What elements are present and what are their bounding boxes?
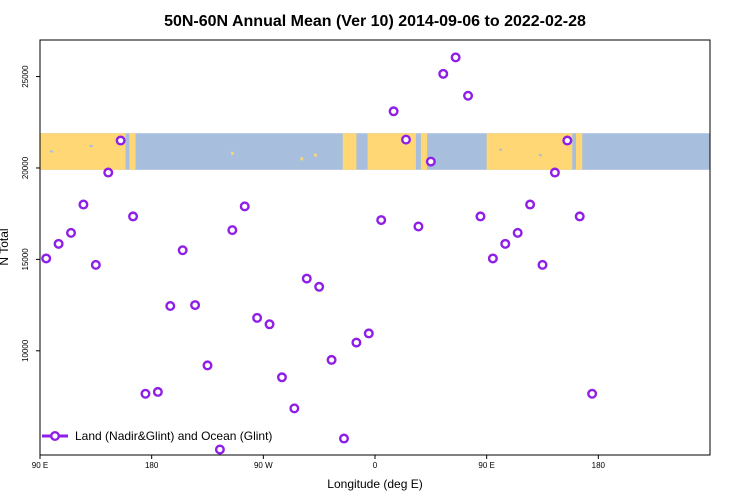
data-point xyxy=(438,68,449,79)
data-point xyxy=(450,52,461,63)
map-inlet xyxy=(499,148,503,151)
data-point xyxy=(41,253,52,264)
data-point xyxy=(66,227,77,238)
data-point xyxy=(512,227,523,238)
data-point xyxy=(103,167,114,178)
x-tick-label: 90 E xyxy=(32,461,48,470)
data-point xyxy=(152,386,163,397)
data-point xyxy=(264,319,275,330)
data-point xyxy=(165,301,176,312)
data-point xyxy=(475,211,486,222)
data-point xyxy=(525,199,536,210)
data-point xyxy=(276,372,287,383)
data-point xyxy=(537,259,548,270)
map-inlet xyxy=(538,154,542,157)
data-point xyxy=(574,211,585,222)
legend: Land (Nadir&Glint) and Ocean (Glint) xyxy=(42,429,272,443)
map-land xyxy=(576,133,583,170)
data-point xyxy=(190,300,201,311)
data-point xyxy=(314,281,325,292)
data-point xyxy=(500,238,511,249)
data-point xyxy=(53,238,64,249)
map-land xyxy=(486,133,573,170)
y-tick-label: 10000 xyxy=(21,339,30,362)
plot-frame xyxy=(39,39,711,456)
x-tick-label: 90 W xyxy=(254,461,273,470)
data-point xyxy=(202,360,213,371)
data-point xyxy=(388,106,399,117)
y-axis-label: N Total xyxy=(0,228,11,265)
data-point xyxy=(549,167,560,178)
x-axis-label: Longitude (deg E) xyxy=(327,477,422,491)
data-point xyxy=(115,135,126,146)
data-point xyxy=(214,444,225,455)
data-point xyxy=(128,211,139,222)
map-land xyxy=(420,133,428,170)
data-point xyxy=(289,403,300,414)
data-point xyxy=(301,273,312,284)
data-point xyxy=(239,201,250,212)
data-point xyxy=(376,215,387,226)
x-axis: 90 E 180 90 W 0 90 E 180 xyxy=(32,455,606,470)
data-point xyxy=(252,312,263,323)
x-tick-label: 90 E xyxy=(478,461,494,470)
x-tick-label: 0 xyxy=(373,461,378,470)
chart-title: 50N-60N Annual Mean (Ver 10) 2014-09-06 … xyxy=(164,13,586,30)
data-point xyxy=(401,134,412,145)
data-point xyxy=(140,388,151,399)
data-point xyxy=(413,221,424,232)
map-band xyxy=(40,133,710,170)
map-island xyxy=(352,146,356,150)
data-point xyxy=(326,354,337,365)
map-island xyxy=(557,153,560,157)
map-inlet xyxy=(89,145,93,148)
data-point xyxy=(463,90,474,101)
y-tick-label: 20000 xyxy=(21,156,30,179)
map-island xyxy=(231,151,234,155)
data-point xyxy=(338,433,349,444)
y-tick-label: 25000 xyxy=(21,65,30,88)
legend-label: Land (Nadir&Glint) and Ocean (Glint) xyxy=(75,429,272,443)
data-point xyxy=(351,337,362,348)
data-point xyxy=(227,225,238,236)
map-inlet xyxy=(49,150,53,153)
data-point xyxy=(363,328,374,339)
map-land xyxy=(40,133,126,170)
map-island xyxy=(314,153,317,157)
y-tick-label: 15000 xyxy=(21,248,30,271)
data-point xyxy=(177,245,188,256)
series-points xyxy=(41,52,598,455)
data-point xyxy=(487,253,498,264)
data-point xyxy=(425,156,436,167)
map-island xyxy=(399,142,403,146)
data-point xyxy=(78,199,89,210)
y-axis: 10000 15000 20000 25000 xyxy=(21,65,40,362)
data-point xyxy=(90,259,101,270)
data-point xyxy=(587,388,598,399)
legend-marker xyxy=(50,431,61,442)
map-land xyxy=(342,133,357,170)
x-tick-label: 180 xyxy=(592,461,606,470)
x-tick-label: 180 xyxy=(145,461,159,470)
map-land xyxy=(129,133,136,170)
data-point xyxy=(562,135,573,146)
map-island xyxy=(300,157,304,161)
